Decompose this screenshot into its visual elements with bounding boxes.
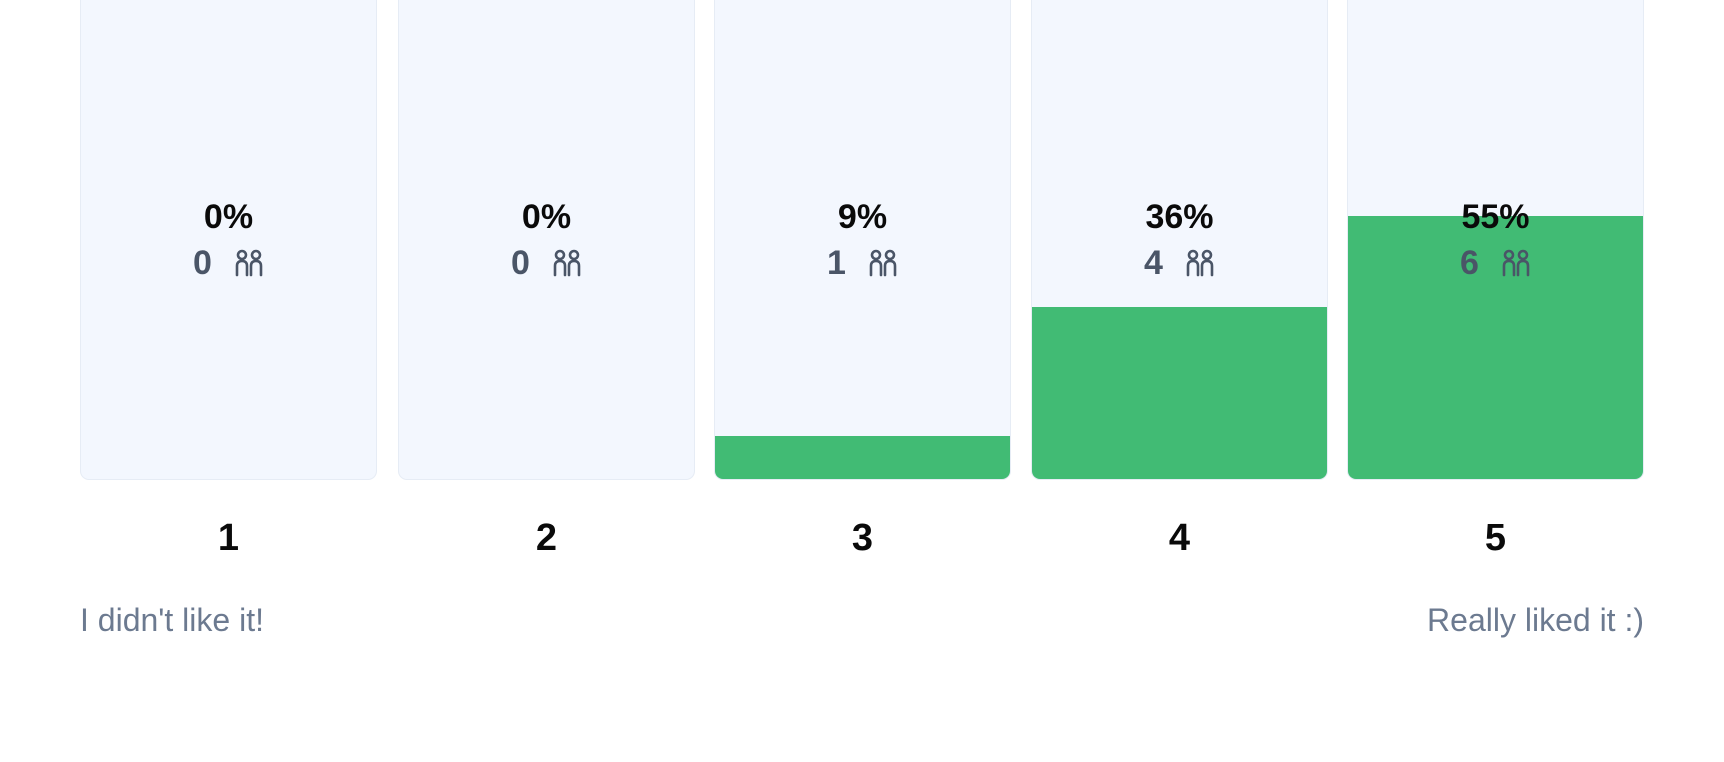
people-icon	[869, 249, 897, 277]
bar-info-2: 0% 0	[399, 195, 694, 285]
bar-1: 0% 0	[80, 0, 377, 480]
bar-fill-4	[1032, 306, 1327, 479]
bar-count-2: 0	[511, 244, 530, 282]
bar-2: 0% 0	[398, 0, 695, 480]
people-icon	[235, 249, 263, 277]
bar-5: 55% 6	[1347, 0, 1644, 480]
bar-info-4: 36% 4	[1032, 195, 1327, 285]
bar-percent-2: 0%	[521, 198, 572, 236]
bar-percent-4: 36%	[1145, 198, 1214, 236]
bar-fill-3	[715, 435, 1010, 479]
bar-percent-5: 55%	[1461, 198, 1530, 236]
bar-count-5: 6	[1460, 244, 1479, 282]
people-icon	[553, 249, 581, 277]
bar-info-1: 0% 0	[81, 195, 376, 285]
rating-label-2: 2	[535, 517, 558, 559]
bar-count-4: 4	[1144, 244, 1163, 282]
bar-info-5: 55% 6	[1348, 195, 1643, 285]
rating-label-3: 3	[851, 517, 874, 559]
bar-4: 36% 4	[1031, 0, 1328, 480]
scale-max-label: Really liked it :)	[1427, 602, 1644, 638]
bar-percent-1: 0%	[203, 198, 254, 236]
bar-info-3: 9% 1	[715, 195, 1010, 285]
rating-distribution-chart: 0% 0 0% 0	[80, 0, 1644, 480]
bar-count-3: 1	[827, 244, 846, 282]
people-icon	[1502, 249, 1530, 277]
rating-label-5: 5	[1484, 517, 1507, 559]
bar-3: 9% 1	[714, 0, 1011, 480]
bar-fill-5	[1348, 215, 1643, 479]
people-icon	[1186, 249, 1214, 277]
rating-label-4: 4	[1168, 517, 1191, 559]
bar-percent-3: 9%	[837, 198, 888, 236]
rating-label-1: 1	[217, 517, 240, 559]
bar-count-1: 0	[193, 244, 212, 282]
scale-min-label: I didn't like it!	[80, 602, 264, 638]
